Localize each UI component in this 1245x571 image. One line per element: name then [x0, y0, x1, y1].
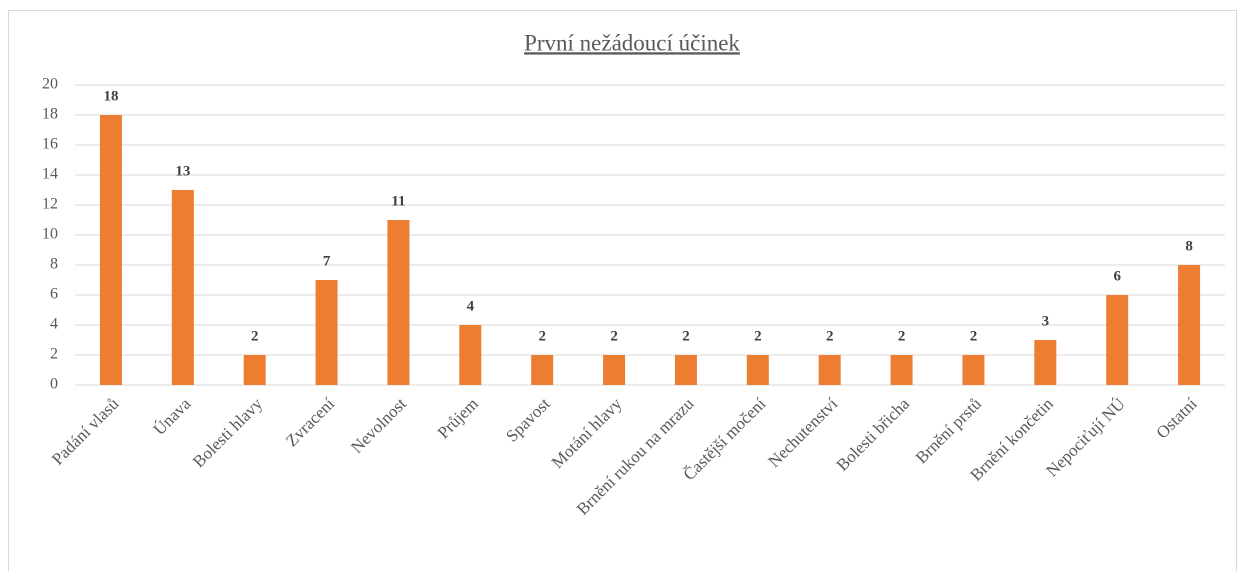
data-label: 4 [467, 298, 475, 314]
bar [531, 355, 554, 385]
y-tick-label: 10 [42, 226, 58, 243]
data-label: 8 [1185, 238, 1193, 254]
data-label: 2 [754, 328, 762, 344]
bar [459, 325, 482, 385]
y-tick-label: 18 [42, 106, 58, 123]
data-label: 2 [538, 328, 546, 344]
chart-border [8, 10, 1237, 571]
bar [1178, 265, 1201, 385]
data-label: 11 [391, 193, 405, 209]
y-tick-label: 4 [50, 316, 58, 333]
y-tick-label: 12 [42, 196, 58, 213]
chart-title: První nežádoucí účinek [524, 30, 740, 55]
bar [315, 280, 338, 385]
bar [1034, 340, 1057, 385]
y-tick-label: 16 [42, 136, 58, 153]
data-label: 2 [970, 328, 978, 344]
y-tick-label: 20 [42, 76, 58, 93]
y-tick-label: 14 [42, 166, 58, 183]
bar [818, 355, 841, 385]
data-label: 2 [898, 328, 906, 344]
data-label: 2 [826, 328, 834, 344]
bar [674, 355, 697, 385]
data-label: 2 [610, 328, 618, 344]
data-label: 18 [103, 88, 118, 104]
bar [171, 190, 194, 385]
data-label: 7 [323, 253, 331, 269]
data-label: 13 [175, 163, 190, 179]
bar [603, 355, 626, 385]
data-label: 2 [251, 328, 259, 344]
data-label: 6 [1113, 268, 1121, 284]
bar [746, 355, 769, 385]
y-tick-label: 8 [50, 256, 58, 273]
bar [962, 355, 985, 385]
bar [387, 220, 410, 385]
bar [99, 115, 122, 385]
data-label: 3 [1042, 313, 1050, 329]
data-label: 2 [682, 328, 690, 344]
bar [243, 355, 266, 385]
y-tick-label: 6 [50, 286, 58, 303]
y-tick-label: 0 [50, 376, 58, 393]
y-tick-label: 2 [50, 346, 58, 363]
bar [890, 355, 913, 385]
bar [1106, 295, 1129, 385]
